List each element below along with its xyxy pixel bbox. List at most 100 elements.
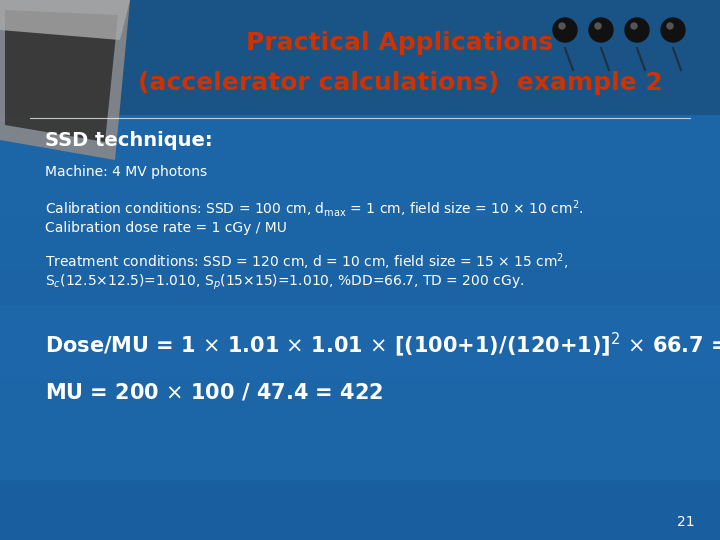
Bar <box>0 532 720 533</box>
Bar <box>0 377 720 378</box>
Bar <box>0 164 720 165</box>
Bar <box>0 384 720 385</box>
Bar <box>0 326 720 327</box>
Bar <box>0 400 720 401</box>
Text: Calibration conditions: SSD = 100 cm, d$_{\mathrm{max}}$ = 1 cm, field size = 10: Calibration conditions: SSD = 100 cm, d$… <box>45 198 584 219</box>
Bar <box>0 277 720 278</box>
Bar <box>0 44 720 45</box>
Bar <box>0 429 720 430</box>
Bar <box>0 87 720 88</box>
Bar <box>0 19 720 20</box>
Bar <box>0 341 720 342</box>
Bar <box>0 397 720 398</box>
Bar <box>0 480 720 481</box>
Bar <box>0 307 720 308</box>
Bar <box>0 297 720 298</box>
Bar <box>0 483 720 484</box>
Bar <box>0 333 720 334</box>
Bar <box>0 279 720 280</box>
Bar <box>0 306 720 307</box>
Bar <box>0 414 720 415</box>
Bar <box>0 268 720 269</box>
Bar <box>0 103 720 104</box>
Bar <box>0 469 720 470</box>
Bar <box>0 304 720 305</box>
Bar <box>0 332 720 333</box>
Bar <box>0 449 720 450</box>
Bar <box>0 9 720 10</box>
Bar <box>0 462 720 463</box>
Bar <box>0 379 720 380</box>
Bar <box>0 5 720 6</box>
Bar <box>0 117 720 118</box>
Bar <box>0 345 720 346</box>
Bar <box>0 291 720 292</box>
Bar <box>0 22 720 23</box>
Bar <box>0 430 720 431</box>
Bar <box>0 59 720 60</box>
Bar <box>0 288 720 289</box>
Bar <box>0 526 720 527</box>
Bar <box>0 406 720 407</box>
Bar <box>0 92 720 93</box>
Bar <box>0 256 720 257</box>
Bar <box>0 466 720 467</box>
Bar <box>0 508 720 509</box>
Bar <box>0 7 720 8</box>
Bar <box>0 212 720 213</box>
Bar <box>0 70 720 71</box>
Bar <box>0 433 720 434</box>
Bar <box>0 361 720 362</box>
Bar <box>0 110 720 111</box>
Bar <box>0 245 720 246</box>
Bar <box>0 274 720 275</box>
Bar <box>0 225 720 226</box>
Bar <box>0 463 720 464</box>
Bar <box>0 67 720 68</box>
Bar <box>0 75 720 76</box>
Bar <box>0 321 720 322</box>
Bar <box>0 77 720 78</box>
Bar <box>0 199 720 200</box>
Bar <box>0 316 720 317</box>
Bar <box>0 63 720 64</box>
Bar <box>0 257 720 258</box>
Bar <box>0 394 720 395</box>
Bar <box>0 10 720 11</box>
Bar <box>0 461 720 462</box>
Bar <box>0 338 720 339</box>
Polygon shape <box>0 0 130 40</box>
Bar <box>0 243 720 244</box>
Bar <box>0 266 720 267</box>
Bar <box>0 171 720 172</box>
Bar <box>0 62 720 63</box>
Bar <box>0 56 720 57</box>
Bar <box>0 219 720 220</box>
Bar <box>0 477 720 478</box>
Bar <box>0 58 720 59</box>
Bar <box>0 446 720 447</box>
Bar <box>0 226 720 227</box>
Bar <box>0 499 720 500</box>
Bar <box>0 328 720 329</box>
Bar <box>0 237 720 238</box>
Bar <box>0 147 720 148</box>
Text: Dose/MU = 1 $\times$ 1.01 $\times$ 1.01 $\times$ [(100+1)/(120+1)]$^2$ $\times$ : Dose/MU = 1 $\times$ 1.01 $\times$ 1.01 … <box>45 330 720 359</box>
Bar <box>0 436 720 437</box>
Bar <box>0 139 720 140</box>
Bar <box>0 537 720 538</box>
Bar <box>0 259 720 260</box>
Bar <box>0 111 720 112</box>
Bar <box>0 94 720 95</box>
Bar <box>0 216 720 217</box>
Bar <box>0 299 720 300</box>
Bar <box>0 419 720 420</box>
Bar <box>0 146 720 147</box>
Bar <box>0 289 720 290</box>
Bar <box>0 74 720 75</box>
Text: Practical Applications: Practical Applications <box>246 31 554 55</box>
Bar <box>0 354 720 355</box>
Bar <box>0 261 720 262</box>
Bar <box>0 493 720 494</box>
Text: Treatment conditions: SSD = 120 cm, d = 10 cm, field size = 15 $\times$ 15 cm$^2: Treatment conditions: SSD = 120 cm, d = … <box>45 252 569 272</box>
